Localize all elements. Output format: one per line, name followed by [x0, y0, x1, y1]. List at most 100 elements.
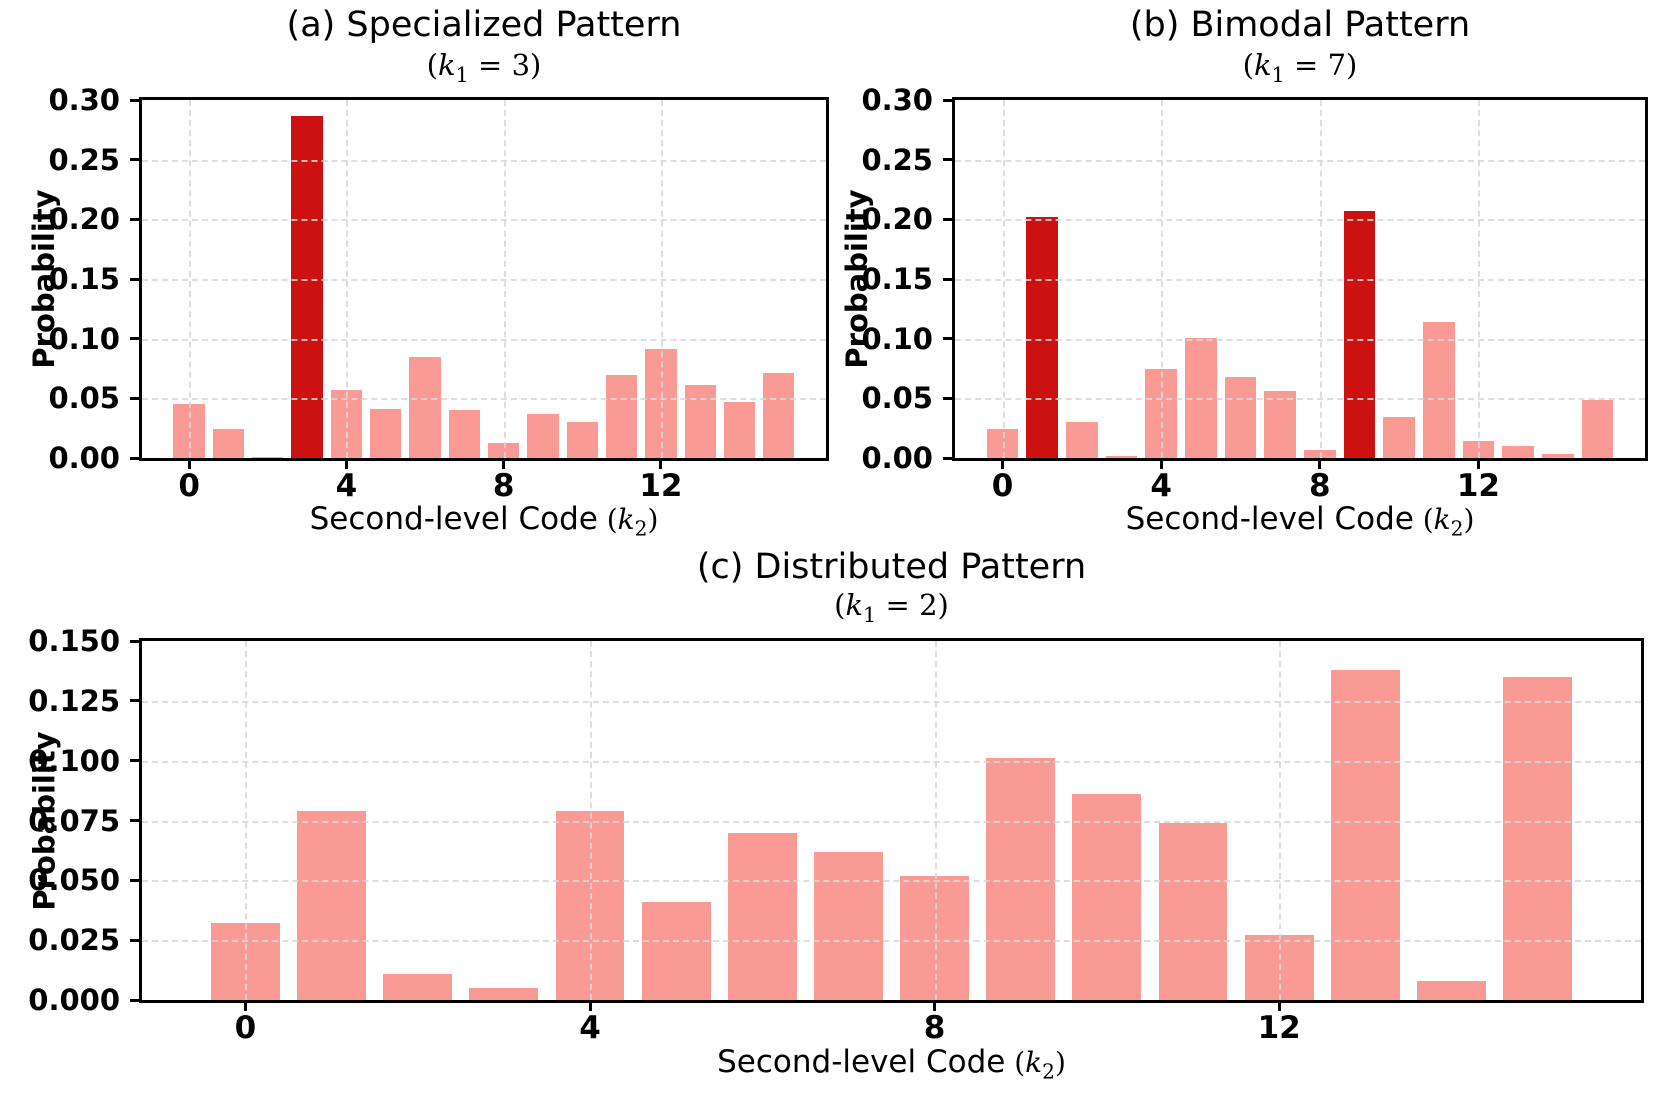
bar-k2-11: [1158, 822, 1228, 1000]
bar-k2-15: [1503, 676, 1573, 1000]
x-axis-label-text: Second-level Code: [717, 1044, 1006, 1080]
chart-b-k1-value: = 7: [1284, 48, 1347, 82]
x-tick-mark: [187, 461, 191, 469]
chart-a-k1-value: = 3: [468, 48, 531, 82]
y-tick-label: 0.075: [28, 803, 120, 838]
gridline-vertical: [245, 641, 248, 1000]
bar-k2-4: [330, 390, 363, 458]
y-tick-label: 0.10: [861, 321, 933, 356]
gridline-horizontal: [142, 700, 1641, 703]
bar-k2-13: [1330, 669, 1400, 1000]
y-tick-mark: [130, 456, 139, 460]
x-tick-label: 8: [923, 1010, 946, 1046]
bar-k2-6: [727, 832, 797, 1000]
y-tick-label: 0.05: [861, 381, 933, 416]
gridline-horizontal: [142, 159, 826, 162]
bar-k2-3: [291, 115, 323, 458]
y-tick-label: 0.00: [48, 441, 120, 475]
y-tick-mark: [943, 277, 952, 281]
y-tick-mark: [130, 938, 139, 942]
bar-k2-3: [1105, 455, 1138, 458]
x-axis-k-subscript: 2: [634, 516, 648, 541]
bar-k2-14: [723, 401, 756, 458]
y-tick-label: 0.30: [48, 83, 120, 117]
bar-k2-15: [763, 373, 795, 458]
bar-k2-11: [1422, 322, 1455, 458]
x-tick-mark: [344, 461, 348, 469]
gridline-horizontal: [142, 279, 826, 281]
x-tick-label: 0: [178, 468, 200, 504]
x-tick-label: 4: [335, 468, 358, 504]
bar-k2-1: [212, 429, 245, 458]
x-axis-label-math: (k2): [1005, 1046, 1066, 1084]
y-tick-label: 0.125: [28, 683, 120, 718]
y-tick-mark: [130, 337, 139, 341]
x-tick-label: 12: [1456, 468, 1500, 504]
x-axis-label-math: (k2): [1413, 503, 1475, 541]
bar-k2-9: [986, 758, 1056, 1000]
y-tick-mark: [943, 158, 952, 162]
gridline-vertical: [590, 641, 592, 1000]
bar-k2-4: [555, 810, 625, 1000]
x-tick-mark: [659, 461, 663, 469]
bar-k2-13: [1502, 446, 1534, 458]
chart-a-title: (a) Specialized Pattern: [286, 5, 682, 45]
bar-k2-5: [1185, 337, 1217, 458]
gridline-vertical: [660, 100, 663, 458]
bar-k2-5: [370, 409, 402, 458]
bar-k2-0: [210, 923, 280, 1000]
chart-b-subtitle: (k1 = 7): [1242, 48, 1358, 87]
bar-k2-13: [684, 385, 716, 458]
y-tick-label: 0.20: [48, 202, 120, 237]
x-tick-mark: [933, 1003, 937, 1011]
bar-k2-2: [383, 973, 453, 1000]
gridline-vertical: [1161, 100, 1164, 458]
bar-k2-9: [527, 413, 559, 458]
x-tick-label: 12: [1257, 1010, 1301, 1046]
x-tick-label: 0: [234, 1010, 257, 1046]
x-axis-k-symbol: k: [1025, 1046, 1043, 1079]
chart-a-xlabel: Second-level Code (k2): [84, 501, 884, 541]
x-axis-k-subscript: 2: [1042, 1059, 1055, 1084]
bar-k2-8: [487, 442, 520, 458]
x-tick-label: 8: [492, 468, 515, 504]
y-tick-mark: [130, 158, 139, 162]
y-tick-mark: [130, 277, 139, 281]
y-tick-label: 0.00: [861, 441, 933, 475]
x-axis-k-symbol: k: [617, 503, 635, 536]
bar-k2-15: [1581, 399, 1614, 458]
y-tick-mark: [130, 759, 139, 763]
bar-k2-4: [1145, 368, 1177, 458]
chart-a-subtitle: (k1 = 3): [426, 48, 542, 87]
y-tick-mark: [943, 337, 952, 341]
bar-k2-0: [173, 404, 205, 458]
y-tick-label: 0.15: [48, 262, 120, 296]
bar-k2-11: [605, 374, 638, 458]
gridline-vertical: [1478, 100, 1481, 458]
bar-k2-12: [1244, 935, 1314, 1000]
bar-k2-0: [986, 429, 1019, 458]
gridline-vertical: [934, 641, 937, 1000]
y-tick-mark: [943, 98, 952, 102]
gridline-horizontal: [142, 760, 1641, 763]
y-tick-label: 0.100: [28, 743, 120, 778]
chart-a-plot: [130, 97, 829, 469]
gridline-horizontal: [142, 398, 826, 401]
chart-a-k1-symbol: k: [437, 48, 456, 82]
x-tick-mark: [1159, 461, 1163, 469]
bar-k2-5: [641, 901, 711, 1000]
y-tick-mark: [130, 819, 139, 822]
gridline-horizontal: [142, 880, 1641, 883]
x-tick-mark: [1318, 461, 1322, 469]
gridline-horizontal: [955, 338, 1645, 341]
gridline-horizontal: [142, 820, 1641, 823]
gridline-vertical: [346, 100, 349, 458]
y-tick-label: 0.25: [48, 142, 120, 177]
y-tick-label: 0.025: [28, 923, 120, 958]
y-tick-label: 0.150: [28, 624, 120, 658]
y-tick-label: 0.10: [48, 321, 120, 356]
gridline-horizontal: [142, 940, 1641, 943]
chart-c-k1-subscript: 1: [863, 602, 877, 627]
chart-b-plot: [943, 97, 1648, 469]
